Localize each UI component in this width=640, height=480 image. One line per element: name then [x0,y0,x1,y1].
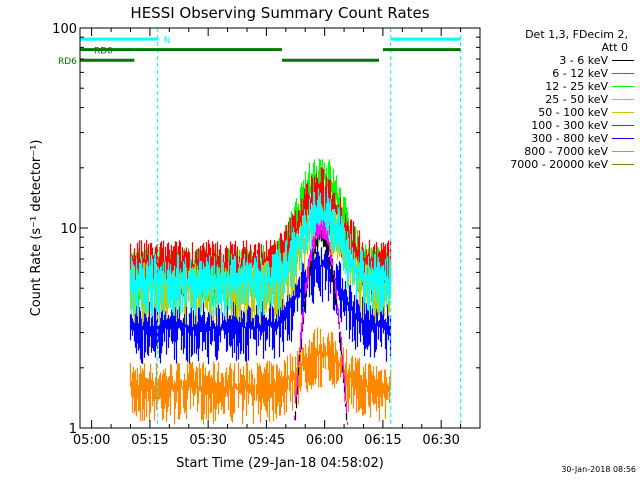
legend-header-line-2: Att 0 [601,41,628,54]
legend-swatch [612,138,634,139]
legend-label: 3 - 6 keV [559,54,608,67]
legend-item: 6 - 12 keV [478,67,638,80]
y-tick-label: 1 [69,422,77,437]
legend-label: 6 - 12 keV [552,67,608,80]
annotation-layer: N RD0 RD6 [58,28,462,428]
legend-item: 800 - 7000 keV [478,145,638,158]
footer-timestamp: 30-Jan-2018 08:56 [561,465,636,474]
x-tick-label: 06:15 [364,433,401,448]
axes-layer: 05:00 05:15 05:30 05:45 06:00 06:15 06:30 1 10 10… [52,22,481,448]
legend-item: 25 - 50 keV [478,93,638,106]
x-tick-label: 06:00 [306,433,343,448]
legend-label: 50 - 100 keV [538,106,608,119]
x-tick-label: 05:30 [189,433,226,448]
legend: Det 1,3, FDecim 2, Att 0 3 - 6 keV 6 - 12… [478,28,638,171]
legend-item: 100 - 300 keV [478,119,638,132]
series-7-trace [129,327,392,425]
y-tick-label: 100 [52,22,77,37]
data-layer [129,158,392,425]
legend-swatch [612,99,634,100]
legend-item: 12 - 25 keV [478,80,638,93]
segment-label-RD0: RD0 [94,47,113,57]
legend-item: 50 - 100 keV [478,106,638,119]
legend-label: 800 - 7000 keV [524,145,608,158]
series-1-trace [293,220,349,425]
legend-swatch [612,151,634,152]
legend-header-line-1: Det 1,3, FDecim 2, [525,28,628,41]
legend-label: 7000 - 20000 keV [510,158,608,171]
series-6-trace [129,245,392,365]
chart-title: HESSI Observing Summary Count Rates [130,4,429,22]
legend-swatch [612,86,634,87]
legend-swatch [612,112,634,113]
segment-label-N: N [164,36,171,46]
legend-swatch [612,125,634,126]
legend-rows: 3 - 6 keV 6 - 12 keV 12 - 25 keV 25 - 50 ke… [478,54,638,171]
y-axis-label: Count Rate (s⁻¹ detector⁻¹) [29,140,44,317]
x-tick-label: 05:15 [131,433,168,448]
legend-item: 3 - 6 keV [478,54,638,67]
x-tick-label: 06:30 [422,433,459,448]
x-tick-label: 05:00 [73,433,110,448]
legend-label: 100 - 300 keV [531,119,608,132]
legend-label: 12 - 25 keV [545,80,608,93]
legend-swatch [612,60,634,61]
series-3-trace [129,188,392,317]
legend-item: 7000 - 20000 keV [478,158,638,171]
segment-label-RD6: RD6 [58,57,77,67]
legend-item: 300 - 800 keV [478,132,638,145]
legend-swatch [612,73,634,74]
x-tick-label: 05:45 [248,433,285,448]
y-tick-label: 10 [60,222,77,237]
x-axis-label: Start Time (29-Jan-18 04:58:02) [176,456,384,471]
legend-swatch [612,164,634,165]
legend-label: 300 - 800 keV [531,132,608,145]
legend-label: 25 - 50 keV [545,93,608,106]
